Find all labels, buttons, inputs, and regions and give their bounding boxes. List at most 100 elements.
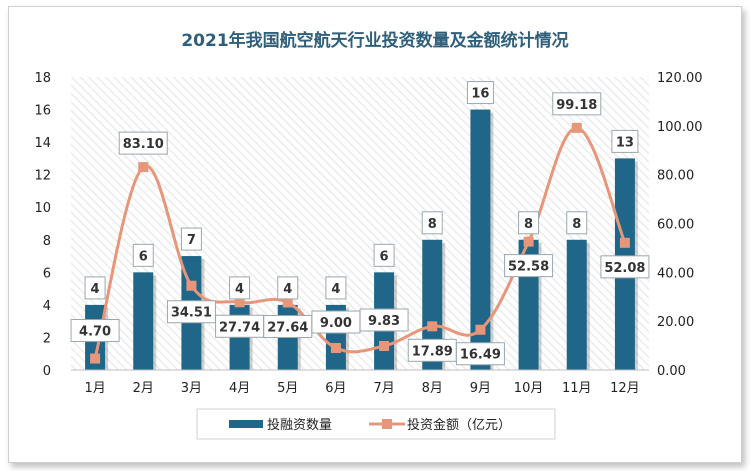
bar xyxy=(566,239,587,370)
line-marker xyxy=(234,297,245,308)
y-left-tick-label: 6 xyxy=(43,266,51,281)
line-label-box xyxy=(359,308,409,332)
line-label-group: 52.58 xyxy=(504,254,554,278)
y-left-tick-label: 2 xyxy=(43,331,51,346)
y-left-tick-label: 14 xyxy=(34,136,51,151)
bar-label-box xyxy=(277,276,299,300)
x-tick-label: 5月 xyxy=(277,381,298,396)
x-tick-label: 2月 xyxy=(133,381,154,396)
line-layer xyxy=(90,122,630,364)
bar-label-box xyxy=(132,243,154,267)
bar-label: 13 xyxy=(616,135,634,150)
y-left-tick-label: 12 xyxy=(34,169,51,184)
line-label-box xyxy=(600,255,650,279)
y-right-tick-label: 120.00 xyxy=(657,71,703,86)
bar-label: 4 xyxy=(331,282,340,297)
line-marker xyxy=(379,340,390,351)
line-label: 9.00 xyxy=(320,316,352,331)
line-label-box xyxy=(504,254,554,278)
legend: 投融资数量 投资金额（亿元） xyxy=(196,408,556,440)
line-label-group: 27.74 xyxy=(215,314,265,338)
y-right-tick-label: 60.00 xyxy=(657,218,694,233)
line-label: 52.08 xyxy=(604,261,645,276)
y-left-tick-label: 0 xyxy=(43,364,51,379)
y-left-tick-label: 18 xyxy=(34,71,51,86)
bar-label-group: 13 xyxy=(611,129,639,153)
bar-label: 8 xyxy=(524,217,533,232)
bar xyxy=(133,272,154,370)
legend-bar-label: 投融资数量 xyxy=(267,417,332,433)
y-left-tick-label: 8 xyxy=(43,234,51,249)
x-tick-label: 9月 xyxy=(470,381,491,396)
line-marker xyxy=(571,122,582,133)
line-label: 99.18 xyxy=(556,98,597,113)
y-right-tick-label: 20.00 xyxy=(657,315,694,330)
x-tick-label: 8月 xyxy=(422,381,443,396)
x-tick-label: 4月 xyxy=(229,381,250,396)
line-marker xyxy=(475,324,486,335)
line-label-group: 99.18 xyxy=(552,92,602,116)
bar-label-group: 6 xyxy=(373,243,395,267)
line-marker xyxy=(282,297,293,308)
y-right-tick-label: 40.00 xyxy=(657,266,694,281)
line-label: 27.74 xyxy=(219,320,260,335)
bar-label: 4 xyxy=(283,282,292,297)
combo-chart: 2021年我国航空航天行业投资数量及金额统计情况 4 6 7 4 4 4 6 8 16 8 8 13 4… xyxy=(34,30,703,440)
y-right-tick-label: 0.00 xyxy=(657,364,686,379)
y-right-tick-label: 80.00 xyxy=(657,169,694,184)
x-tick-label: 12月 xyxy=(610,381,640,396)
axes-layer: 0 2 4 6 8 10 12 14 16 18 0.00 20.00 40.00 60.00 80.00 1… xyxy=(34,71,702,396)
line-label-box xyxy=(455,342,505,366)
data-labels-layer: 4 6 7 4 4 4 6 8 16 8 8 13 4.70 83.10 34.51 27.74 27.64 9.… xyxy=(70,81,650,366)
line-label: 17.89 xyxy=(412,344,453,359)
line-label-group: 52.08 xyxy=(600,255,650,279)
bar-label-group: 16 xyxy=(466,81,494,105)
bar-label-box xyxy=(84,276,106,300)
chart-frame: 2021年我国航空航天行业投资数量及金额统计情况 4 6 7 4 4 4 6 8 16 8 8 13 4… xyxy=(8,6,742,463)
bar-label: 7 xyxy=(187,233,196,248)
line-label: 16.49 xyxy=(460,348,501,363)
chart-title: 2021年我国航空航天行业投资数量及金额统计情况 xyxy=(181,30,568,51)
bar-label-group: 8 xyxy=(421,211,443,235)
line-label-group: 17.89 xyxy=(407,338,457,362)
line-marker xyxy=(186,280,197,291)
x-tick-label: 3月 xyxy=(181,381,202,396)
bar-label-box xyxy=(611,129,639,153)
bar-label-box xyxy=(229,276,251,300)
bar-label-box xyxy=(421,211,443,235)
line-label: 27.64 xyxy=(267,321,308,336)
x-tick-label: 10月 xyxy=(514,381,544,396)
line-label-box xyxy=(552,92,602,116)
bar-label: 8 xyxy=(428,217,437,232)
line-marker xyxy=(90,353,101,364)
bar-label-box xyxy=(325,276,347,300)
line-label-box xyxy=(70,319,120,343)
line-marker xyxy=(427,321,438,332)
line-label-box xyxy=(166,300,216,324)
x-tick-label: 11月 xyxy=(562,381,592,396)
bar-label: 4 xyxy=(235,282,244,297)
bar-label-group: 4 xyxy=(84,276,106,300)
bar-label: 6 xyxy=(380,249,389,264)
line-label-group: 34.51 xyxy=(166,300,216,324)
x-tick-label: 1月 xyxy=(84,381,105,396)
bar-label-box xyxy=(180,227,202,251)
bar-label-group: 7 xyxy=(180,227,202,251)
line-label: 52.58 xyxy=(508,260,549,275)
bar-label-group: 4 xyxy=(229,276,251,300)
line-label: 9.83 xyxy=(368,314,400,329)
bar-label: 16 xyxy=(471,87,489,102)
legend-bar-swatch xyxy=(229,420,263,428)
bar-label: 6 xyxy=(139,249,148,264)
y-left-tick-label: 16 xyxy=(34,104,51,119)
y-left-tick-label: 10 xyxy=(34,201,51,216)
line-label-box xyxy=(118,131,168,155)
line-marker xyxy=(619,237,630,248)
line-label-group: 27.64 xyxy=(263,315,313,339)
line-label-group: 83.10 xyxy=(118,131,168,155)
legend-line-label: 投资金额（亿元） xyxy=(407,417,511,433)
bar-label-group: 6 xyxy=(132,243,154,267)
line-label-group: 4.70 xyxy=(70,319,120,343)
bar-label: 4 xyxy=(91,282,100,297)
line-label: 4.70 xyxy=(79,325,111,340)
